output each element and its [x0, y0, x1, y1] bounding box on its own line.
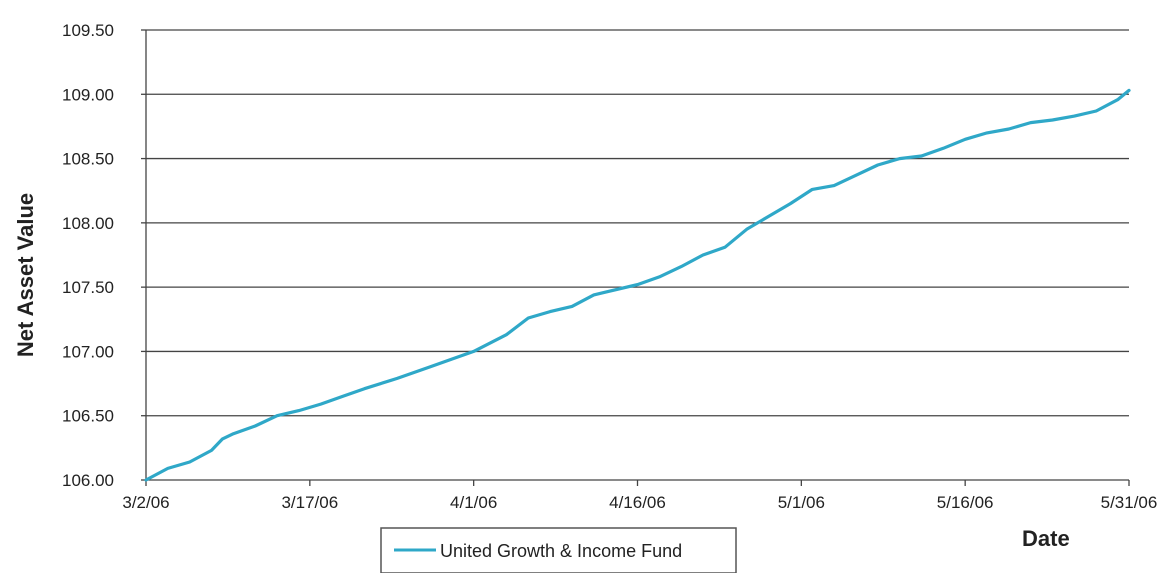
data-point	[166, 467, 169, 470]
data-point	[811, 188, 814, 191]
data-point	[723, 246, 727, 249]
data-point	[745, 228, 748, 231]
data-point	[1007, 127, 1011, 131]
data-point	[1029, 121, 1032, 124]
data-point	[505, 333, 508, 336]
data-point	[297, 409, 301, 412]
data-point	[985, 131, 989, 135]
legend: United Growth & Income Fund	[380, 527, 737, 573]
data-point	[1073, 114, 1076, 118]
x-tick-label: 5/1/06	[778, 493, 825, 512]
x-tick-label: 3/2/06	[122, 493, 169, 512]
data-point	[701, 253, 705, 257]
x-axis-title: Date	[1022, 526, 1070, 551]
data-point	[548, 310, 552, 313]
x-tick-label: 3/17/06	[281, 493, 338, 512]
data-point	[898, 157, 901, 160]
y-tick-label: 106.50	[62, 407, 114, 426]
x-tick-label: 4/16/06	[609, 493, 666, 512]
axes	[145, 30, 1129, 481]
data-point	[767, 215, 770, 218]
data-point	[1095, 109, 1098, 113]
x-tick-label: 4/1/06	[450, 493, 497, 512]
y-tick-label: 108.50	[62, 150, 114, 169]
data-point	[832, 184, 836, 187]
data-point	[428, 365, 432, 369]
data-point	[789, 202, 792, 205]
y-tick-label: 108.00	[62, 214, 114, 233]
data-point	[275, 414, 279, 417]
gridlines	[146, 29, 1129, 417]
series-line	[144, 88, 1131, 482]
data-point	[363, 387, 366, 390]
data-point	[1051, 118, 1054, 122]
x-tick-label: 5/16/06	[937, 493, 994, 512]
data-point	[876, 163, 879, 167]
data-point	[396, 377, 399, 380]
y-tick-label: 109.00	[62, 85, 114, 104]
y-tick-label: 109.50	[62, 21, 114, 40]
data-point	[920, 154, 923, 158]
data-point	[570, 305, 574, 308]
data-point	[680, 265, 683, 268]
data-point	[188, 460, 191, 464]
x-axis-ticks: 3/2/06 3/17/06 4/1/06 4/16/06 5/1/06 5/16/06 5…	[122, 480, 1157, 512]
data-point	[210, 449, 213, 452]
data-point	[636, 283, 639, 286]
y-tick-label: 106.00	[62, 471, 114, 490]
data-point	[1116, 98, 1120, 101]
data-point	[221, 437, 224, 441]
y-tick-label: 107.00	[62, 342, 114, 361]
data-point	[341, 395, 344, 398]
legend-box	[380, 527, 737, 573]
data-point	[472, 350, 475, 353]
data-point	[854, 174, 858, 177]
y-axis-title: Net Asset Value	[13, 193, 38, 357]
data-point	[658, 275, 661, 279]
data-point	[144, 478, 148, 482]
legend-label: United Growth & Income Fund	[440, 541, 682, 561]
y-axis-ticks: 106.00 106.50 107.00 107.50 108.00 108.50 109.…	[62, 21, 146, 490]
data-point	[450, 357, 453, 361]
data-point	[254, 424, 257, 428]
x-tick-label: 5/31/06	[1101, 493, 1157, 512]
data-point	[319, 402, 322, 406]
data-point	[592, 293, 595, 297]
data-point	[964, 138, 967, 141]
series-layer	[144, 88, 1131, 482]
data-point	[603, 291, 606, 294]
data-point	[527, 316, 530, 320]
data-point	[232, 432, 235, 435]
data-point	[1127, 89, 1131, 92]
data-point	[942, 147, 945, 150]
y-tick-label: 107.50	[62, 278, 114, 297]
